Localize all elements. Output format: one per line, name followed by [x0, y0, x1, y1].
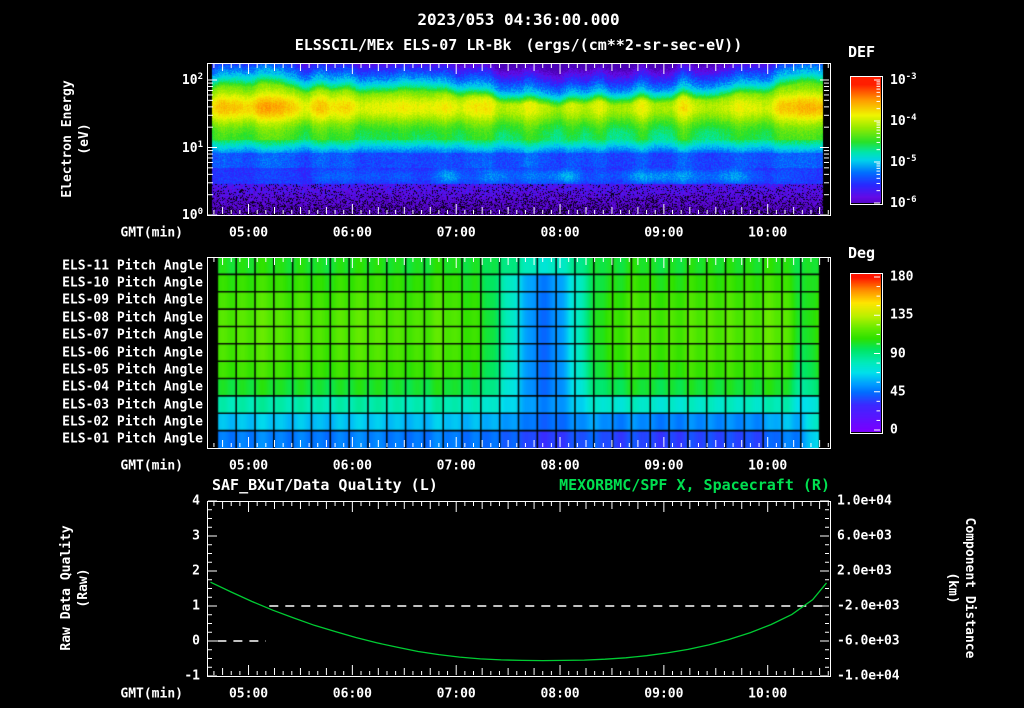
distance-tick-label: -1.0e+04: [837, 668, 900, 684]
instrument-title: ELSSCIL/MEx ELS-07 LR-Bk: [294, 36, 512, 54]
energy-tick-label: 101: [181, 139, 203, 156]
x-tick-label-p3: 08:00: [540, 686, 580, 702]
x-tick-label-p1: 07:00: [436, 225, 476, 241]
quality-tick-label: 4: [192, 493, 200, 509]
distance-tick-label: 2.0e+03: [837, 563, 892, 579]
gmt-label-panel2: GMT(min): [120, 458, 183, 474]
x-tick-label-p3: 07:00: [436, 686, 476, 702]
x-tick-label-p2: 06:00: [332, 458, 372, 474]
quality-axis-title: Raw Data Quality (Raw): [58, 525, 92, 650]
def-colorbar-tick-label: 10-3: [890, 71, 917, 89]
distance-axis-title: Component Distance (km): [944, 518, 978, 659]
distance-axis-title-line2: (km): [945, 572, 960, 604]
deg-colorbar-tick-label: 135: [890, 307, 914, 323]
line-panel-title-left: SAF_BXuT/Data Quality (L): [212, 476, 438, 494]
pitch-row-label: ELS-10 Pitch Angle: [62, 275, 203, 291]
gmt-label-panel3: GMT(min): [120, 686, 183, 702]
energy-tick-label: 100: [181, 206, 203, 224]
distance-tick-label: 6.0e+03: [837, 528, 892, 544]
gmt-label-panel1: GMT(min): [120, 225, 183, 241]
def-colorbar-gradient: [851, 77, 881, 203]
pitch-row-label: ELS-01 Pitch Angle: [62, 431, 203, 447]
quality-tick-label: 3: [192, 528, 200, 544]
x-tick-label-p2: 08:00: [540, 458, 580, 474]
pitch-angle-heatmap: [207, 257, 830, 448]
x-tick-label-p2: 05:00: [228, 458, 269, 474]
def-colorbar-tick-label: 10-6: [890, 194, 917, 212]
def-colorbar-tick-label: 10-5: [890, 153, 917, 171]
pitch-row-label: ELS-04 Pitch Angle: [62, 379, 203, 395]
x-tick-label-p1: 09:00: [644, 225, 684, 241]
x-tick-label-p3: 06:00: [332, 686, 372, 702]
quality-tick-label: 2: [192, 563, 200, 579]
x-tick-label-p1: 06:00: [332, 225, 372, 241]
quality-tick-label: 1: [192, 598, 200, 614]
energy-axis-title-line1: Electron Energy: [60, 80, 75, 198]
distance-tick-label: -6.0e+03: [837, 633, 900, 649]
deg-colorbar-tick-label: 180: [890, 269, 914, 285]
x-tick-label-p1: 08:00: [540, 225, 580, 241]
pitch-row-label: ELS-07 Pitch Angle: [62, 327, 203, 343]
flux-units: (ergs/(cm**2-sr-sec-eV)): [525, 36, 743, 54]
energy-axis-title-line2: (eV): [77, 123, 92, 155]
x-tick-label-p3: 09:00: [644, 686, 684, 702]
quality-tick-label: 0: [192, 633, 200, 649]
def-colorbar-tick-label: 10-4: [890, 112, 917, 130]
x-tick-label-p1: 05:00: [228, 225, 269, 241]
deg-colorbar-tick-label: 0: [890, 422, 898, 438]
pitch-row-label: ELS-08 Pitch Angle: [62, 310, 203, 326]
pitch-row-label: ELS-09 Pitch Angle: [62, 292, 203, 308]
distance-axis-title-line1: Component Distance: [962, 517, 977, 659]
deg-colorbar-title: Deg: [848, 244, 876, 262]
deg-colorbar-tick-label: 90: [890, 346, 906, 361]
distance-tick-label: -2.0e+03: [837, 598, 900, 614]
pitch-row-label: ELS-02 Pitch Angle: [62, 414, 203, 430]
x-tick-label-p2: 09:00: [644, 458, 684, 474]
quality-tick-label: -1: [184, 668, 200, 684]
x-tick-label-p2: 07:00: [436, 458, 476, 474]
x-tick-label-p1: 10:00: [748, 225, 788, 241]
line-panel-title-right: MEXORBMC/SPF X, Spacecraft (R): [559, 476, 830, 494]
pitch-row-label: ELS-11 Pitch Angle: [62, 258, 203, 274]
pitch-row-label: ELS-06 Pitch Angle: [62, 345, 203, 360]
x-tick-label-p3: 10:00: [748, 686, 788, 702]
deg-colorbar-tick-label: 45: [890, 384, 906, 400]
x-tick-label-p3: 05:00: [228, 686, 269, 702]
pitch-row-label: ELS-03 Pitch Angle: [62, 397, 203, 413]
x-tick-label-p2: 10:00: [748, 458, 788, 474]
quality-axis-title-line2: (Raw): [76, 568, 91, 608]
header-datetime: 2023/053 04:36:00.000: [417, 10, 620, 29]
electron-energy-spectrogram: [207, 63, 830, 215]
pitch-row-label: ELS-05 Pitch Angle: [62, 362, 203, 378]
header-subtitle: ELSSCIL/MEx ELS-07 LR-Bk (ergs/(cm**2-sr-…: [117, 36, 920, 54]
energy-axis-title: Electron Energy (eV): [59, 80, 93, 197]
energy-tick-label: 102: [181, 71, 203, 89]
distance-tick-label: 1.0e+04: [837, 493, 892, 509]
quality-axis-title-line1: Raw Data Quality: [59, 525, 74, 651]
def-colorbar-title: DEF: [848, 43, 876, 61]
